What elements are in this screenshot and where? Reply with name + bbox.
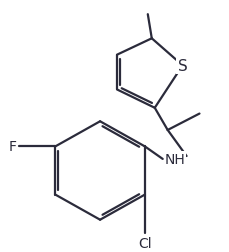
Text: Cl: Cl xyxy=(137,236,151,250)
Text: S: S xyxy=(177,58,187,74)
Text: NH: NH xyxy=(164,152,184,166)
Text: F: F xyxy=(8,140,16,154)
